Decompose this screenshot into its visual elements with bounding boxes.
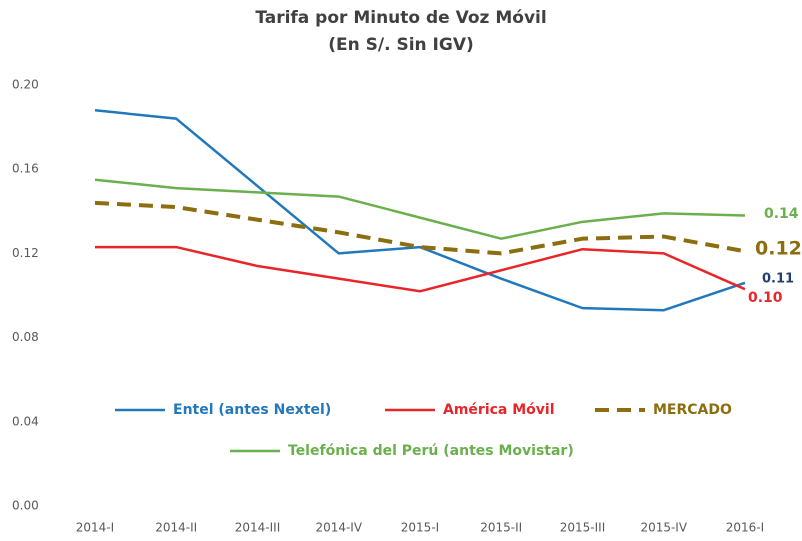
x-tick-label: 2015-II	[480, 521, 522, 535]
x-tick-label: 2014-II	[155, 521, 197, 535]
legend-label: Entel (antes Nextel)	[173, 402, 331, 418]
data-label: 0.12	[755, 238, 802, 260]
legend-label: MERCADO	[653, 402, 732, 418]
y-tick-label: 0.20	[12, 78, 39, 92]
chart-title: Tarifa por Minuto de Voz Móvil	[255, 8, 546, 28]
series-line	[94, 200, 746, 256]
x-tick-label: 2014-IV	[315, 521, 362, 535]
x-tick-label: 2015-III	[560, 521, 606, 535]
y-tick-label: 0.00	[12, 499, 39, 513]
y-tick-label: 0.12	[12, 246, 39, 260]
chart-subtitle: (En S/. Sin IGV)	[328, 35, 474, 55]
data-label: 0.14	[764, 206, 799, 222]
x-tick-label: 2016-I	[726, 521, 764, 535]
x-tick-label: 2014-III	[235, 521, 281, 535]
x-tick-label: 2014-I	[76, 521, 114, 535]
legend-label: Telefónica del Perú (antes Movistar)	[288, 443, 574, 459]
series-line	[94, 109, 746, 312]
series-line	[94, 178, 746, 240]
data-label: 0.10	[748, 290, 783, 306]
x-tick-label: 2015-IV	[640, 521, 687, 535]
y-tick-label: 0.16	[12, 162, 39, 176]
series-line	[95, 245, 746, 293]
y-tick-label: 0.08	[12, 330, 39, 344]
data-label: 0.11	[762, 272, 794, 287]
legend-label: América Móvil	[443, 402, 555, 418]
x-tick-label: 2015-I	[401, 521, 439, 535]
y-tick-label: 0.04	[12, 414, 39, 428]
